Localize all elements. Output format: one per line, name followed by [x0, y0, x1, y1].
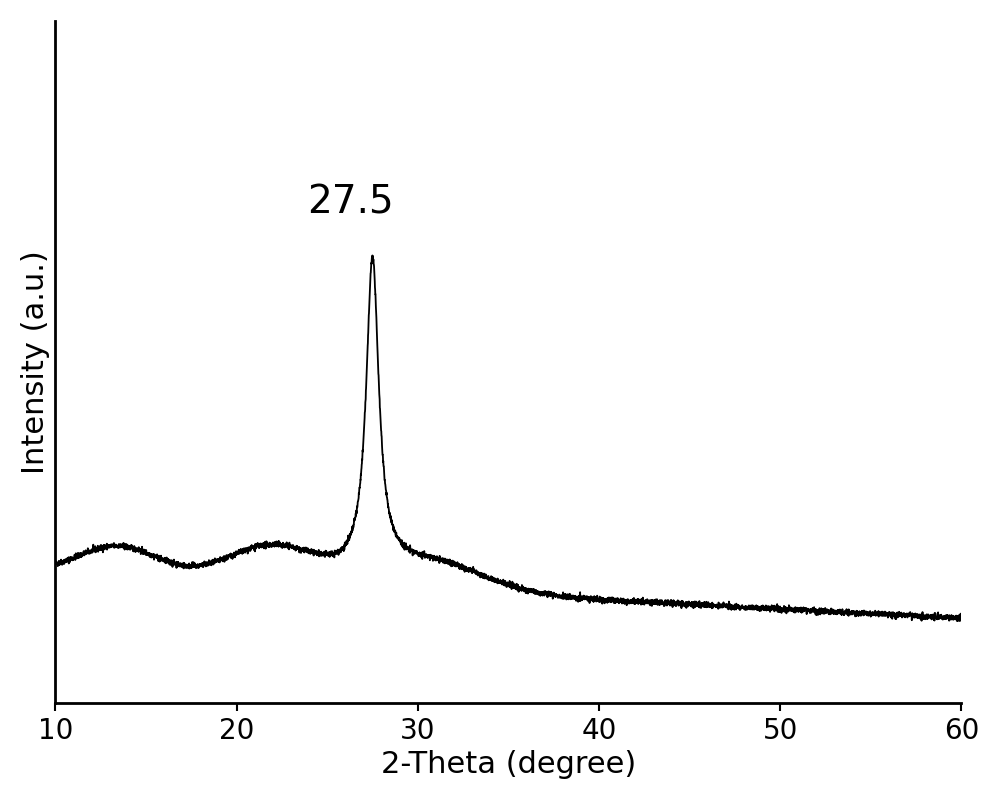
Y-axis label: Intensity (a.u.): Intensity (a.u.) — [21, 250, 50, 474]
X-axis label: 2-Theta (degree): 2-Theta (degree) — [381, 750, 636, 779]
Text: 27.5: 27.5 — [307, 183, 394, 222]
